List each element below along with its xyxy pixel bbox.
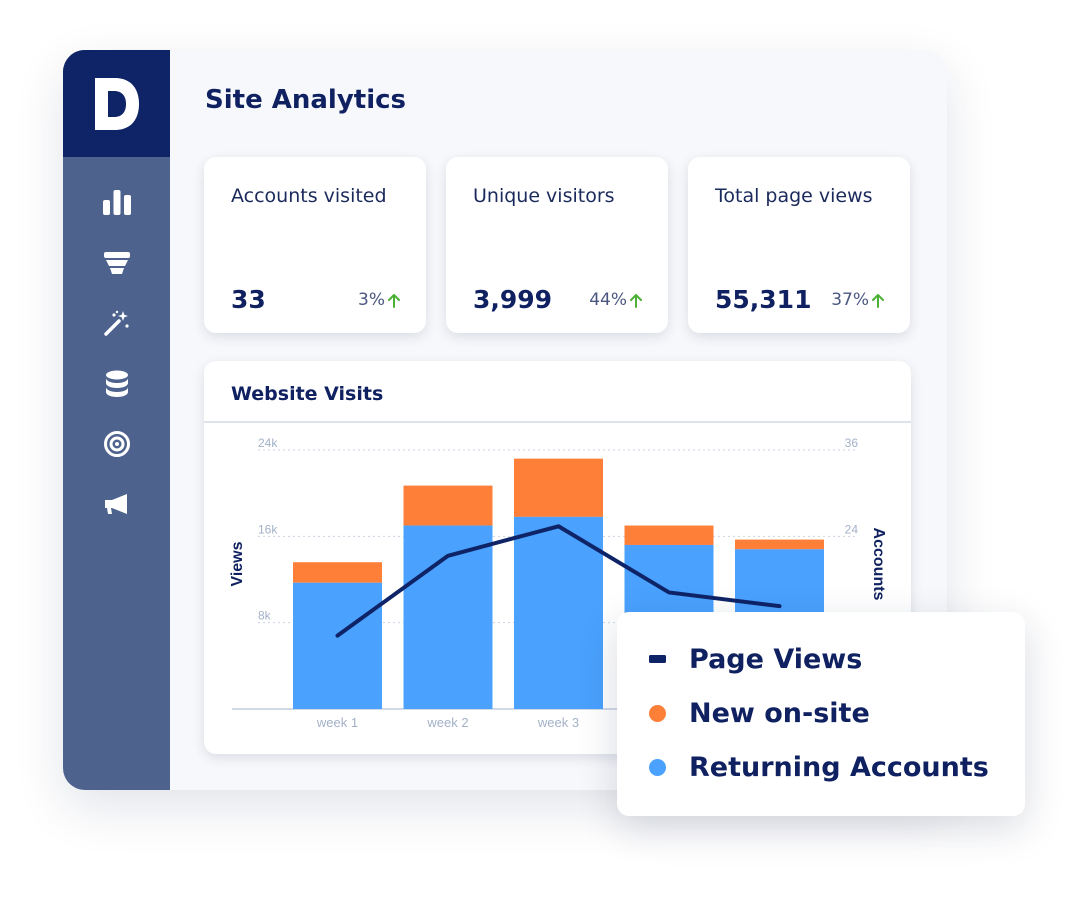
legend-item-returning-accounts[interactable]: Returning Accounts — [649, 750, 989, 784]
analytics-window: Site Analytics Accounts visited 33 3% Un… — [63, 50, 947, 790]
database-icon — [106, 370, 128, 397]
legend-item-new-on-site[interactable]: New on-site — [649, 696, 870, 730]
chart-divider — [204, 421, 911, 423]
x-tick-label: week 1 — [316, 715, 358, 730]
stat-label: Accounts visited — [231, 185, 387, 207]
stat-value: 3,999 — [473, 285, 553, 314]
line-swatch-icon — [649, 655, 666, 663]
bar-new-on-site — [735, 539, 824, 550]
line-page-views — [335, 524, 782, 638]
bar-new-on-site — [624, 525, 714, 545]
stat-change-text: 44% — [589, 290, 627, 310]
arrow-up-icon — [872, 293, 884, 308]
magic-wand-icon — [104, 310, 129, 336]
target-icon — [104, 431, 130, 457]
y2-tick-label: 24 — [845, 522, 859, 536]
stat-label: Total page views — [715, 185, 873, 207]
orange-dot-icon — [649, 704, 666, 722]
bar-new-on-site — [293, 562, 382, 583]
logo[interactable] — [63, 50, 170, 157]
arrow-up-icon — [630, 293, 642, 308]
legend-label: Page Views — [689, 643, 863, 675]
bar-new-on-site — [514, 458, 603, 517]
stat-change-text: 3% — [358, 290, 385, 310]
legend-label: New on-site — [689, 697, 870, 729]
sidebar-item-analytics[interactable] — [101, 186, 133, 218]
megaphone-icon — [105, 494, 127, 514]
chart-legend: Page Views New on-site Returning Account… — [617, 612, 1025, 816]
stat-label: Unique visitors — [473, 185, 615, 207]
funnel-icon — [104, 252, 130, 274]
sidebar-item-campaigns[interactable] — [101, 488, 133, 520]
website-visits-panel: Website Visits 8k 16k 24k 24 36 week 1 week 2 w… — [204, 361, 911, 754]
sidebar-item-database[interactable] — [101, 368, 133, 400]
stat-card-page-views[interactable]: Total page views 55,311 37% — [688, 157, 910, 333]
bar-returning-accounts — [293, 582, 382, 709]
y-tick-label: 8k — [258, 609, 272, 623]
stat-value: 55,311 — [715, 285, 812, 314]
bar-returning-accounts — [403, 525, 493, 709]
bar-new-on-site — [403, 485, 493, 526]
stat-value: 33 — [231, 285, 266, 314]
arrow-up-icon — [388, 293, 400, 308]
logo-d-icon — [95, 78, 139, 130]
stat-card-accounts[interactable]: Accounts visited 33 3% — [204, 157, 426, 333]
y2-axis-label: Accounts — [870, 528, 887, 601]
stat-change: 3% — [358, 290, 400, 310]
legend-item-page-views[interactable]: Page Views — [649, 642, 862, 676]
stat-change: 44% — [589, 290, 642, 310]
sidebar-item-magic[interactable] — [101, 307, 133, 339]
y-tick-label: 24k — [258, 436, 278, 450]
bar-returning-accounts — [514, 516, 603, 709]
stat-change-text: 37% — [831, 290, 869, 310]
stat-card-unique-visitors[interactable]: Unique visitors 3,999 44% — [446, 157, 668, 333]
sidebar — [63, 50, 170, 790]
sidebar-item-target[interactable] — [101, 428, 133, 460]
y-axis-label: Views — [229, 541, 246, 586]
y-tick-label: 16k — [258, 522, 278, 536]
sidebar-item-funnel[interactable] — [101, 247, 133, 279]
stat-change: 37% — [831, 290, 884, 310]
x-tick-label: week 2 — [426, 715, 468, 730]
y2-tick-label: 36 — [845, 436, 859, 450]
x-tick-label: week 3 — [537, 715, 579, 730]
chart-title: Website Visits — [231, 383, 384, 405]
bar-chart-icon — [103, 190, 131, 215]
blue-dot-icon — [649, 758, 666, 776]
page-title: Site Analytics — [205, 85, 407, 115]
legend-label: Returning Accounts — [689, 751, 989, 783]
